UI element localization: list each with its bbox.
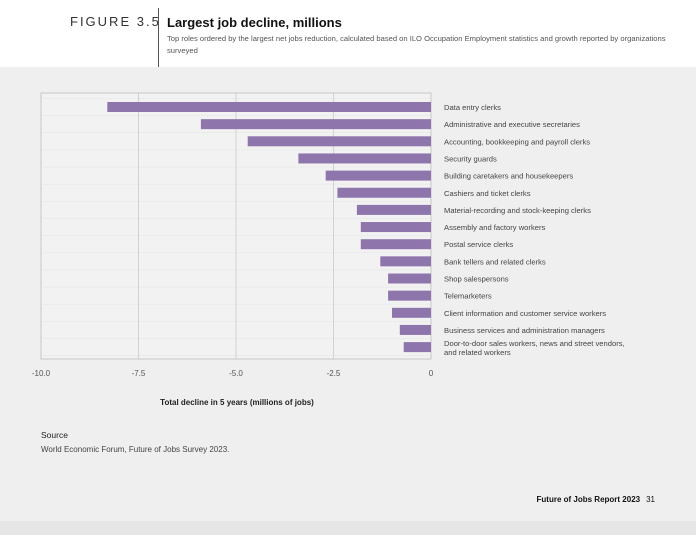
bottom-bar	[0, 521, 696, 535]
category-label: Telemarketers	[444, 292, 492, 301]
bar	[107, 102, 432, 112]
chart-title: Largest job decline, millions	[167, 15, 342, 30]
category-label: Postal service clerks	[444, 240, 513, 249]
category-label: Cashiers and ticket clerks	[444, 189, 531, 198]
bar	[380, 256, 431, 267]
source-text: World Economic Forum, Future of Jobs Sur…	[41, 445, 230, 454]
x-axis-title: Total decline in 5 years (millions of jo…	[160, 398, 314, 407]
bar	[298, 153, 431, 164]
page-footer: Future of Jobs Report 2023 31	[537, 495, 655, 504]
bar	[388, 273, 431, 284]
x-tick-label: -7.5	[132, 369, 146, 378]
figure-label: FIGURE 3.5	[70, 14, 161, 29]
category-label: Business services and administration man…	[444, 326, 605, 335]
bar	[200, 119, 431, 130]
page-number: 31	[646, 495, 655, 504]
category-label: Assembly and factory workers	[444, 223, 545, 232]
bar	[247, 136, 431, 147]
bar	[360, 239, 431, 250]
bar	[392, 307, 431, 318]
bar	[356, 204, 431, 215]
bar	[399, 324, 431, 335]
category-label: Security guards	[444, 154, 497, 163]
category-label: Administrative and executive secretaries	[444, 120, 580, 129]
bar	[388, 290, 431, 301]
x-tick-label: -2.5	[327, 369, 341, 378]
x-tick-label: 0	[429, 369, 434, 378]
bar	[403, 342, 431, 353]
category-label: Building caretakers and housekeepers	[444, 172, 573, 181]
figure-header: FIGURE 3.5 Largest job decline, millions…	[0, 0, 696, 67]
category-label: Bank tellers and related clerks	[444, 257, 546, 266]
category-label: Data entry clerks	[444, 103, 501, 112]
category-label: Material-recording and stock-keeping cle…	[444, 206, 591, 215]
category-label: Accounting, bookkeeping and payroll cler…	[444, 137, 590, 146]
chart-subtitle: Top roles ordered by the largest net job…	[167, 34, 666, 55]
header-divider	[158, 8, 159, 67]
category-label: Door-to-door sales workers, news and str…	[444, 339, 625, 357]
x-tick-label: -10.0	[32, 369, 51, 378]
source-label: Source	[41, 430, 68, 440]
bar	[360, 222, 431, 233]
category-label: Client information and customer service …	[444, 309, 606, 318]
bar	[325, 170, 431, 181]
category-label: Shop salespersons	[444, 275, 509, 284]
bar-chart: -10.0 -7.5 -5.0 -2.5 0 Data entry clerks Admin…	[32, 92, 625, 378]
report-name: Future of Jobs Report 2023	[536, 495, 641, 504]
x-tick-label: -5.0	[229, 369, 243, 378]
bar	[337, 187, 431, 198]
